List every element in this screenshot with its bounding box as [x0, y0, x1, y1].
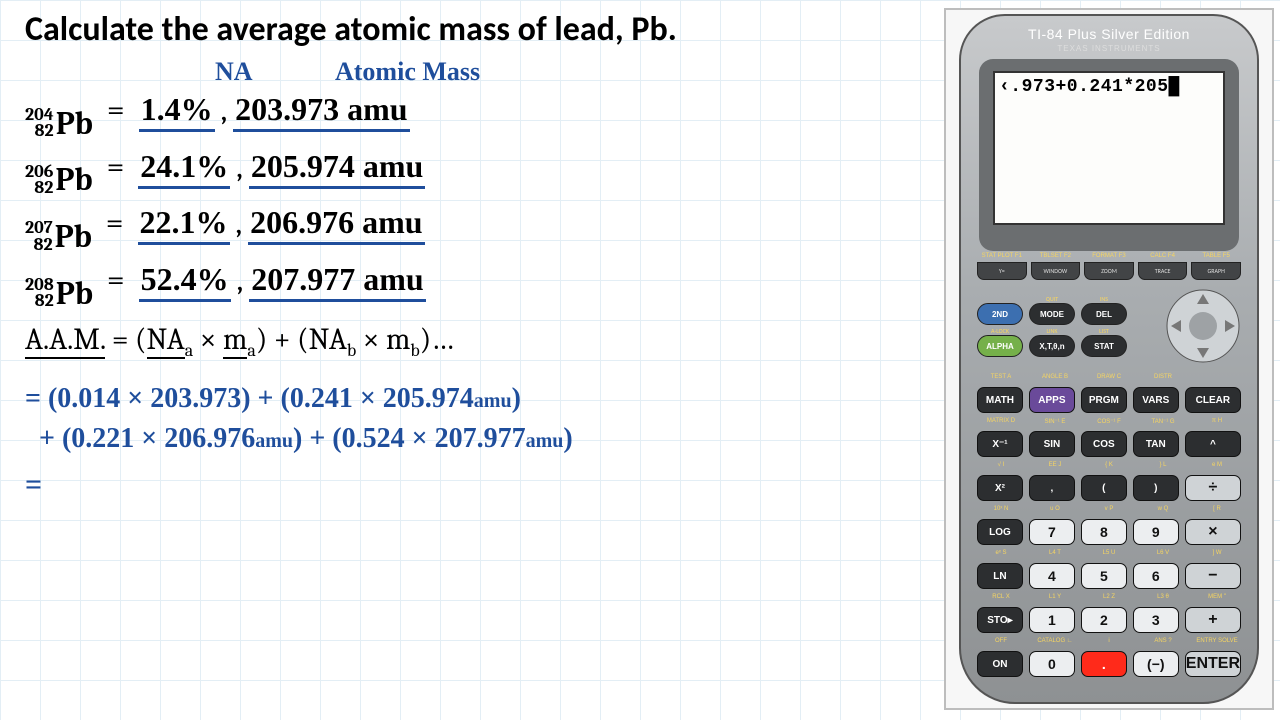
key-1[interactable]: 1 [1029, 607, 1075, 633]
key-x[interactable]: X² [977, 475, 1023, 501]
calculator-brand: TEXAS INSTRUMENTS [1057, 44, 1160, 53]
mass-value: 203.973 amu [233, 91, 409, 132]
column-headers: NA Atomic Mass [25, 57, 925, 91]
key-x[interactable]: X⁻¹ [977, 431, 1023, 457]
calculator-screen: ‹.973+0.241*205█ [993, 71, 1225, 225]
btn-mode[interactable]: MODE [1029, 303, 1075, 325]
header-atomic-mass: Atomic Mass [335, 57, 480, 87]
calculator-screen-frame: ‹.973+0.241*205█ [979, 59, 1239, 251]
calculator-panel: TI-84 Plus Silver Edition TEXAS INSTRUME… [944, 8, 1274, 710]
key-math[interactable]: MATH [977, 387, 1023, 413]
key-2[interactable]: 2 [1081, 607, 1127, 633]
key-vars[interactable]: VARS [1133, 387, 1179, 413]
fkey-trace[interactable]: TRACE [1138, 262, 1188, 280]
key-[interactable]: , [1029, 475, 1075, 501]
btn-alpha[interactable]: ALPHA [977, 335, 1023, 357]
btn-2nd[interactable]: 2ND [977, 303, 1023, 325]
key-3[interactable]: 3 [1133, 607, 1179, 633]
problem-content: Calculate the average atomic mass of lea… [25, 10, 925, 502]
isotope-row: 20682Pb=24.1%,205.974 amu [25, 148, 925, 199]
fkey-label-row: STAT PLOT F1 TBLSET F2FORMAT F3 CALC F4TAB… [977, 251, 1241, 260]
key-4[interactable]: 4 [1029, 563, 1075, 589]
calculator[interactable]: TI-84 Plus Silver Edition TEXAS INSTRUME… [959, 14, 1259, 704]
key-enter[interactable]: ENTER [1185, 651, 1241, 677]
mode-buttons: QUITINS 2NDMODEDEL A-LOCKLINKLIST ALPHAX… [977, 295, 1127, 357]
key-8[interactable]: 8 [1081, 519, 1127, 545]
key-9[interactable]: 9 [1133, 519, 1179, 545]
mass-value: 207.977 amu [249, 261, 425, 302]
key-[interactable]: × [1185, 519, 1241, 545]
btn-xtn[interactable]: X,T,θ,n [1029, 335, 1075, 357]
mass-value: 205.974 amu [249, 148, 425, 189]
key-cos[interactable]: COS [1081, 431, 1127, 457]
fkey-label: CALC F4 [1138, 253, 1188, 259]
key-apps[interactable]: APPS [1029, 387, 1075, 413]
key-sin[interactable]: SIN [1029, 431, 1075, 457]
key-[interactable]: (−) [1133, 651, 1179, 677]
handwritten-work: = (0.014 × 203.973) + (0.241 × 205.974am… [25, 379, 925, 460]
header-na: NA [215, 57, 253, 87]
problem-title: Calculate the average atomic mass of lea… [25, 10, 925, 49]
key-ln[interactable]: LN [977, 563, 1023, 589]
key-tan[interactable]: TAN [1133, 431, 1179, 457]
key-0[interactable]: 0 [1029, 651, 1075, 677]
abundance-value: 22.1% [138, 204, 230, 245]
fkey-graph[interactable]: GRAPH [1191, 262, 1241, 280]
key-[interactable]: − [1185, 563, 1241, 589]
fkey-y[interactable]: Y= [977, 262, 1027, 280]
key-[interactable]: ) [1133, 475, 1179, 501]
key-on[interactable]: ON [977, 651, 1023, 677]
isotope-row: 20882Pb=52.4%,207.977 amu [25, 261, 925, 312]
key-[interactable]: + [1185, 607, 1241, 633]
formula-lhs: A.A.M. [25, 322, 105, 359]
abundance-value: 24.1% [138, 148, 230, 189]
key-[interactable]: ÷ [1185, 475, 1241, 501]
work-line-2: + (0.221 × 206.976amu) + (0.524 × 207.97… [25, 419, 925, 460]
isotope-row: 20482Pb=1.4%,203.973 amu [25, 91, 925, 142]
dpad[interactable] [1165, 288, 1241, 364]
key-6[interactable]: 6 [1133, 563, 1179, 589]
function-key-row: Y=WINDOWZOOMTRACEGRAPH [977, 262, 1241, 280]
key-7[interactable]: 7 [1029, 519, 1075, 545]
key-sto[interactable]: STO▸ [977, 607, 1023, 633]
fkey-label: TBLSET F2 [1031, 253, 1081, 259]
btn-del[interactable]: DEL [1081, 303, 1127, 325]
isotope-row: 20782Pb=22.1%,206.976 amu [25, 204, 925, 255]
main-keypad: TEST AANGLE BDRAW CDISTRMATHAPPSPRGMVARS… [977, 374, 1241, 677]
btn-stat[interactable]: STAT [1081, 335, 1127, 357]
aam-formula: A.A.M. = (NAa × ma) + (NAb × mb)… [25, 322, 925, 361]
fkey-window[interactable]: WINDOW [1031, 262, 1081, 280]
key-clear[interactable]: CLEAR [1185, 387, 1241, 413]
fkey-label: STAT PLOT F1 [977, 253, 1027, 259]
isotope-list: 20482Pb=1.4%,203.973 amu 20682Pb=24.1%,20… [25, 91, 925, 312]
top-button-area: QUITINS 2NDMODEDEL A-LOCKLINKLIST ALPHAX… [977, 288, 1241, 364]
key-[interactable]: ^ [1185, 431, 1241, 457]
key-decimal[interactable]: . [1081, 651, 1127, 677]
calculator-model: TI-84 Plus Silver Edition [1028, 26, 1190, 42]
key-[interactable]: ( [1081, 475, 1127, 501]
key-log[interactable]: LOG [977, 519, 1023, 545]
key-5[interactable]: 5 [1081, 563, 1127, 589]
fkey-label: FORMAT F3 [1084, 253, 1134, 259]
work-result: = [25, 468, 925, 502]
abundance-value: 1.4% [139, 91, 215, 132]
fkey-zoom[interactable]: ZOOM [1084, 262, 1134, 280]
fkey-label: TABLE F5 [1191, 253, 1241, 259]
key-prgm[interactable]: PRGM [1081, 387, 1127, 413]
work-line-1: = (0.014 × 203.973) + (0.241 × 205.974am… [25, 379, 925, 420]
abundance-value: 52.4% [139, 261, 231, 302]
mass-value: 206.976 amu [248, 204, 424, 245]
